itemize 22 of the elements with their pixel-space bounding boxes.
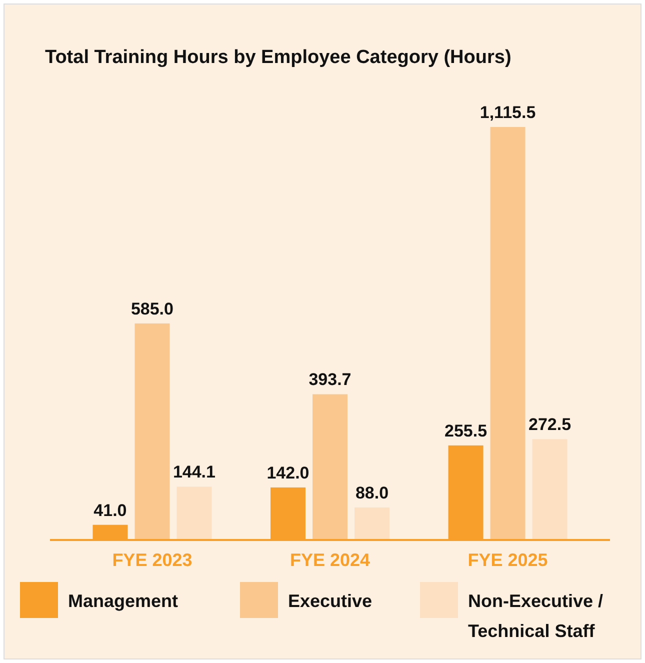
legend-label: Non-Executive / Technical Staff xyxy=(468,591,604,641)
data-label: 255.5 xyxy=(444,421,488,440)
legend-label: Management xyxy=(68,591,178,611)
x-tick-label: FYE 2023 xyxy=(112,550,192,570)
x-tick-label: FYE 2024 xyxy=(290,550,370,570)
bar xyxy=(532,439,568,540)
data-label: 393.7 xyxy=(308,370,352,390)
data-label: 88.0 xyxy=(355,483,389,502)
data-label: 272.5 xyxy=(528,415,572,434)
bar xyxy=(176,486,212,540)
bar xyxy=(490,127,526,540)
bar xyxy=(134,323,170,540)
bar xyxy=(312,394,348,540)
x-tick-label: FYE 2025 xyxy=(468,550,548,570)
data-label: 142.0 xyxy=(266,463,310,482)
chart-title: Total Training Hours by Employee Category (Hours) xyxy=(45,47,512,68)
data-label: 1,115.5 xyxy=(480,103,536,122)
bar xyxy=(354,507,390,540)
data-label: 144.1 xyxy=(172,462,216,482)
data-label: 585.0 xyxy=(130,299,174,318)
data-label: 41.0 xyxy=(94,500,127,520)
legend-label: Executive xyxy=(288,591,372,611)
